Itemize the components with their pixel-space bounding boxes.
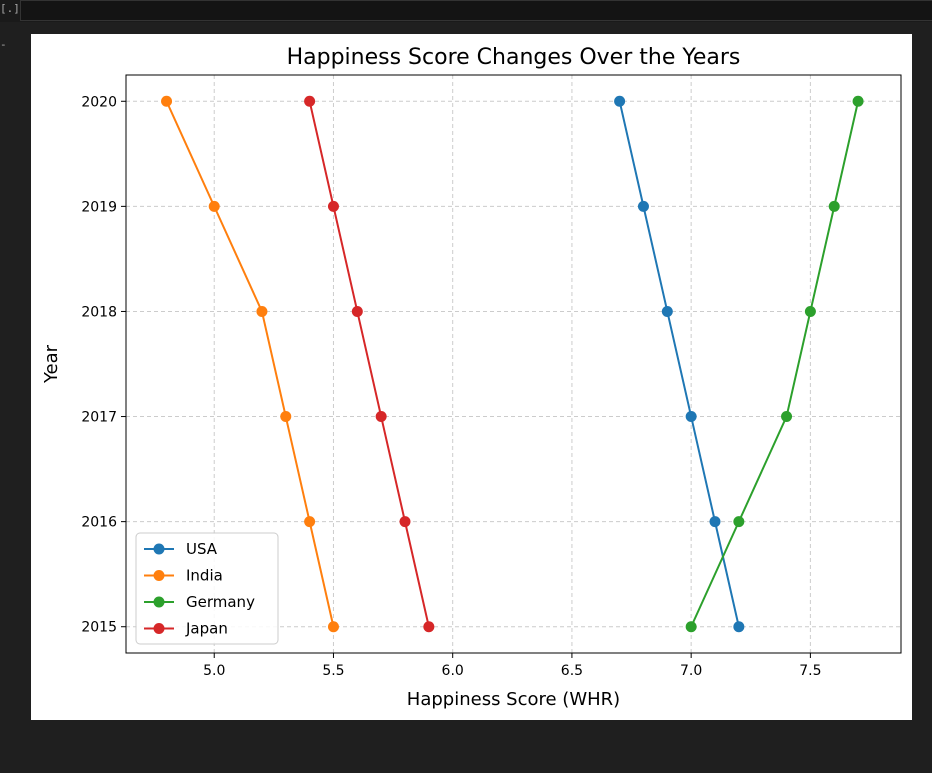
data-point <box>828 200 840 212</box>
legend-swatch-marker <box>153 596 165 608</box>
legend-label: USA <box>186 540 218 558</box>
x-tick-label: 6.5 <box>561 663 583 679</box>
y-tick-label: 2015 <box>81 620 117 636</box>
x-axis-label: Happiness Score (WHR) <box>407 689 620 710</box>
chart-figure: Happiness Score Changes Over the Years 5… <box>31 34 912 720</box>
y-tick-label: 2018 <box>81 304 117 320</box>
data-point <box>661 305 673 317</box>
y-tick-label: 2016 <box>81 515 117 531</box>
legend-swatch-marker <box>153 570 165 581</box>
x-tick-label: 5.0 <box>203 663 225 679</box>
series-line <box>165 100 335 627</box>
axes-frame <box>125 74 902 654</box>
y-axis-label: Year <box>41 344 62 384</box>
cell-prompt: [.] <box>0 2 20 15</box>
data-point <box>685 411 697 423</box>
series-usa <box>614 95 745 633</box>
data-point <box>423 621 435 633</box>
chart-title: Happiness Score Changes Over the Years <box>287 45 741 70</box>
data-point <box>161 95 173 107</box>
data-point <box>375 411 387 423</box>
data-point <box>733 621 745 633</box>
line-chart: Happiness Score Changes Over the Years 5… <box>41 45 902 710</box>
data-point <box>614 95 626 107</box>
series-japan <box>304 95 435 633</box>
x-tick-label: 7.5 <box>799 663 821 679</box>
legend-item: USA <box>144 540 218 558</box>
y-axis-ticks: 2015 2016 2017 2018 2019 2020 <box>81 94 126 636</box>
data-point <box>280 411 292 423</box>
y-tick-label: 2020 <box>81 94 117 110</box>
data-point <box>733 516 745 528</box>
x-tick-label: 5.5 <box>322 663 344 679</box>
y-tick-label: 2017 <box>81 410 117 426</box>
data-point <box>304 516 316 528</box>
data-point <box>709 516 721 528</box>
series-germany <box>685 95 864 633</box>
data-point <box>637 200 649 212</box>
data-point <box>399 516 411 528</box>
data-point <box>327 621 339 633</box>
data-point <box>256 305 268 317</box>
cell-toolbar: [.] <box>0 0 932 22</box>
series-line <box>690 101 860 628</box>
series-line <box>618 101 740 627</box>
data-point <box>208 200 220 212</box>
legend-swatch-marker <box>153 543 165 555</box>
legend-swatch-marker <box>153 623 165 634</box>
legend-label: Japan <box>185 620 228 638</box>
y-tick-label: 2019 <box>81 199 117 215</box>
output-gutter-mark: - <box>0 38 7 51</box>
data-point <box>304 95 316 107</box>
legend-item: Japan <box>144 620 228 638</box>
code-cell[interactable] <box>20 0 932 21</box>
legend-label: India <box>186 567 223 585</box>
legend-label: Germany <box>186 593 255 611</box>
legend: USA India Germany Japan <box>135 532 279 645</box>
x-tick-label: 6.0 <box>442 663 464 679</box>
data-point <box>781 411 793 423</box>
data-point <box>327 200 339 212</box>
data-point <box>804 305 816 317</box>
legend-box <box>135 532 279 645</box>
series-layer <box>161 95 864 633</box>
data-point <box>351 305 363 317</box>
series-india <box>161 95 339 633</box>
legend-item: Germany <box>144 593 255 611</box>
data-point <box>852 95 864 107</box>
x-axis-ticks: 5.0 5.5 6.0 6.5 7.0 7.5 <box>203 653 822 679</box>
x-tick-label: 7.0 <box>680 663 702 679</box>
series-line <box>308 101 430 627</box>
legend-item: India <box>144 567 223 585</box>
data-point <box>685 621 697 633</box>
